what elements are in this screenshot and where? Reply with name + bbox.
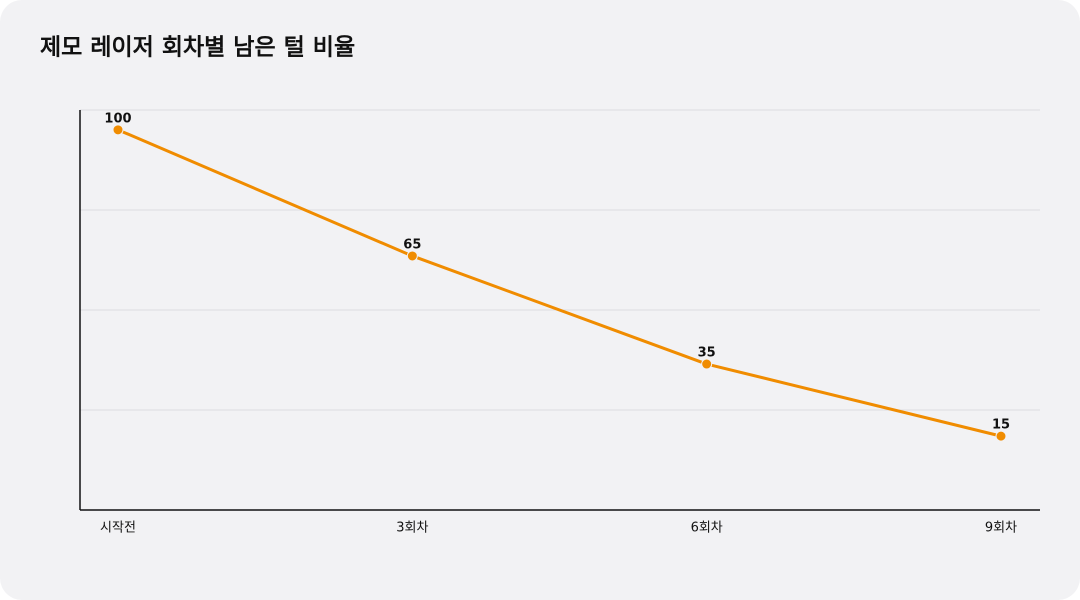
chart-title: 제모 레이저 회차별 남은 털 비율 xyxy=(40,35,355,61)
point xyxy=(406,250,418,262)
x-tick-label: 9회차 xyxy=(985,521,1017,536)
point xyxy=(995,430,1007,442)
data-label: 35 xyxy=(698,346,716,361)
data-label: 15 xyxy=(992,418,1010,433)
x-tick-label: 3회차 xyxy=(396,521,428,536)
point xyxy=(112,124,124,136)
point xyxy=(701,358,713,370)
x-tick-label: 시작전 xyxy=(100,521,136,536)
x-tick-label: 6회차 xyxy=(691,521,723,536)
data-label: 65 xyxy=(403,237,421,252)
line xyxy=(117,128,1002,438)
data-label: 100 xyxy=(104,111,131,126)
